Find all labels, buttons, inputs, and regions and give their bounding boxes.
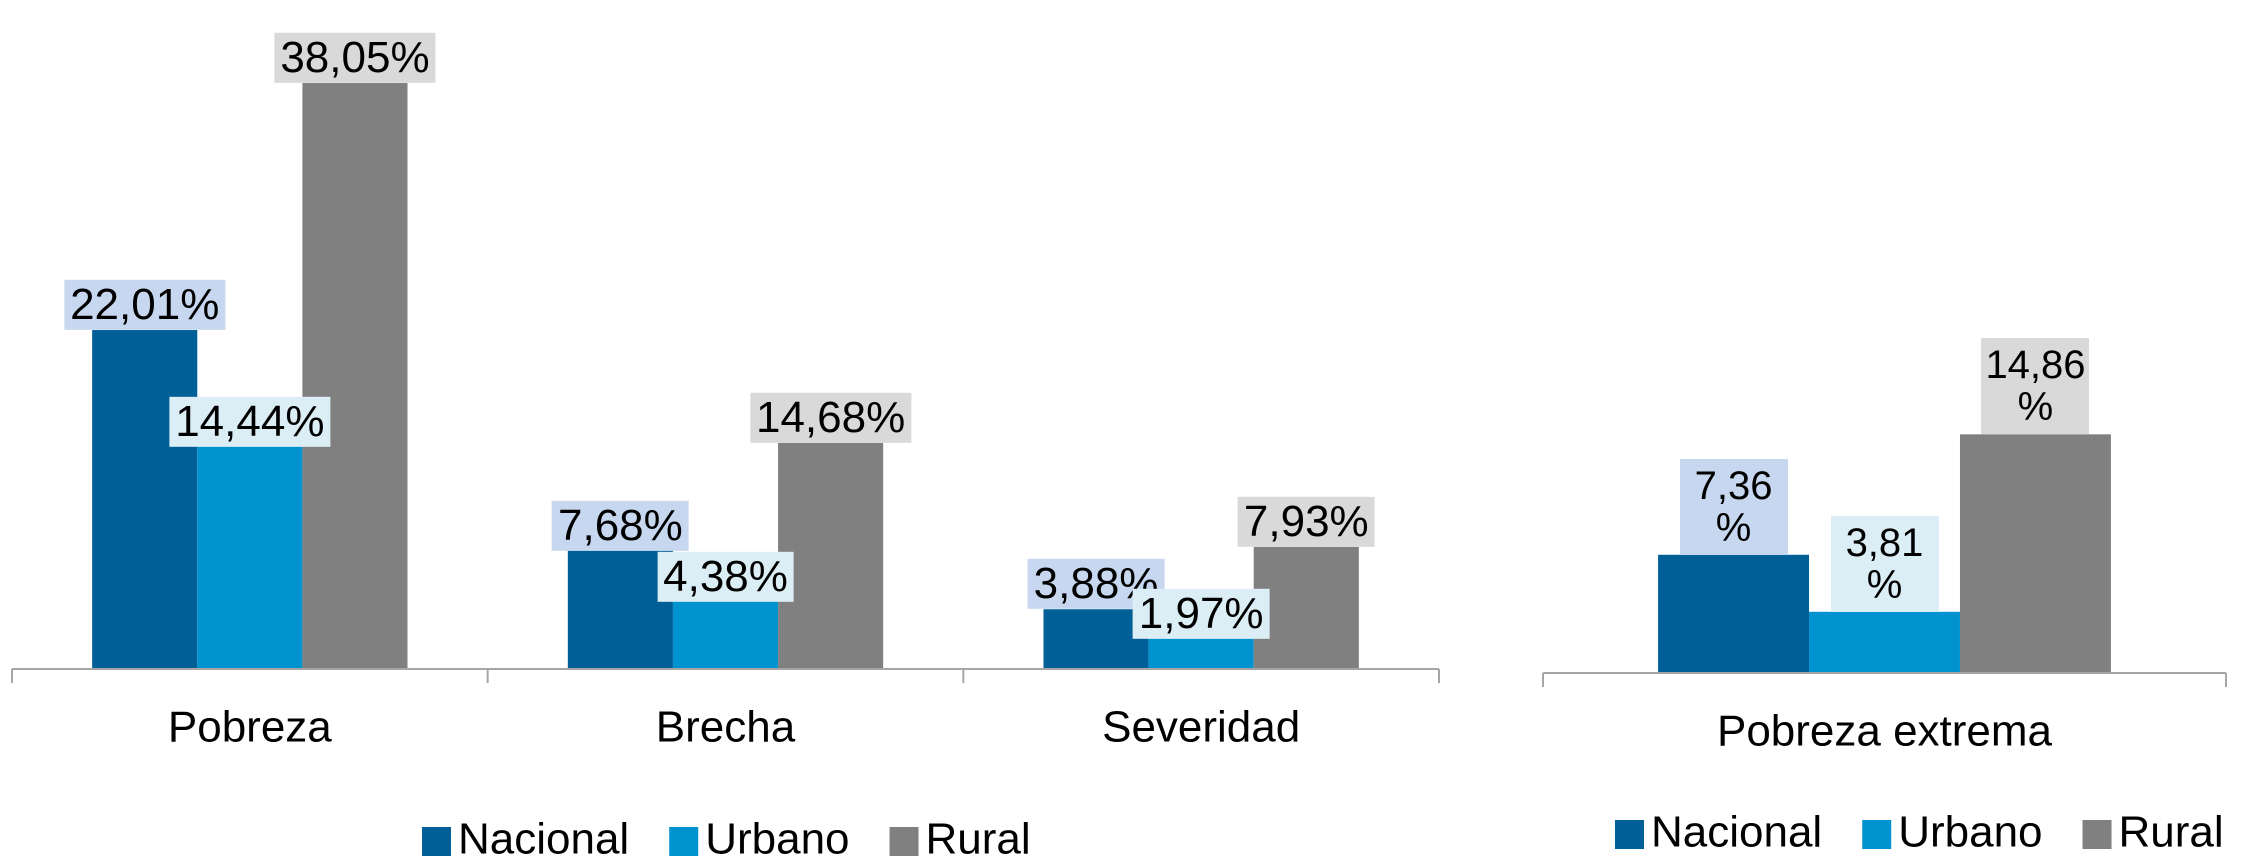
x-tick-label: Pobreza xyxy=(168,703,332,752)
legend-swatch xyxy=(1615,820,1644,849)
data-label: 14,86 % xyxy=(1981,338,2090,435)
bar xyxy=(778,442,884,669)
data-label: 3,88% xyxy=(1027,559,1165,610)
bar xyxy=(1148,638,1254,669)
x-tick-label: Severidad xyxy=(1102,703,1300,752)
bar xyxy=(672,601,779,669)
data-label: 14,68% xyxy=(749,392,912,443)
bar xyxy=(302,83,408,669)
legend-label: Urbano xyxy=(1898,808,2042,857)
legend-swatch xyxy=(669,827,699,856)
data-label: 3,81 % xyxy=(1830,515,1939,612)
data-label: 14,44% xyxy=(169,396,331,447)
x-tick-label: Brecha xyxy=(656,703,796,752)
legend-swatch xyxy=(1862,820,1892,849)
bar xyxy=(1043,609,1149,669)
legend-label: Rural xyxy=(2119,808,2224,857)
legend-label: Nacional xyxy=(1651,808,1822,857)
data-label: 22,01% xyxy=(64,279,226,331)
legend-swatch xyxy=(889,827,919,856)
legend-swatch xyxy=(422,827,451,856)
bar xyxy=(1959,434,2111,673)
data-label: 1,97% xyxy=(1132,588,1270,639)
bar xyxy=(197,446,303,669)
legend-label: Rural xyxy=(926,815,1031,858)
bar xyxy=(567,550,673,669)
bar xyxy=(92,330,198,669)
bar xyxy=(1658,554,1810,673)
data-label: 38,05% xyxy=(274,32,436,84)
legend-swatch xyxy=(2082,820,2112,849)
x-tick-label: Pobreza extrema xyxy=(1717,707,2053,756)
data-label: 7,36 % xyxy=(1679,458,1788,555)
data-label: 7,93% xyxy=(1237,496,1375,547)
bar xyxy=(1253,546,1359,669)
data-label: 7,68% xyxy=(551,500,689,551)
legend-label: Urbano xyxy=(705,815,849,858)
data-label: 4,38% xyxy=(657,551,794,602)
bar xyxy=(1809,611,1960,673)
legend-label: Nacional xyxy=(458,815,629,858)
